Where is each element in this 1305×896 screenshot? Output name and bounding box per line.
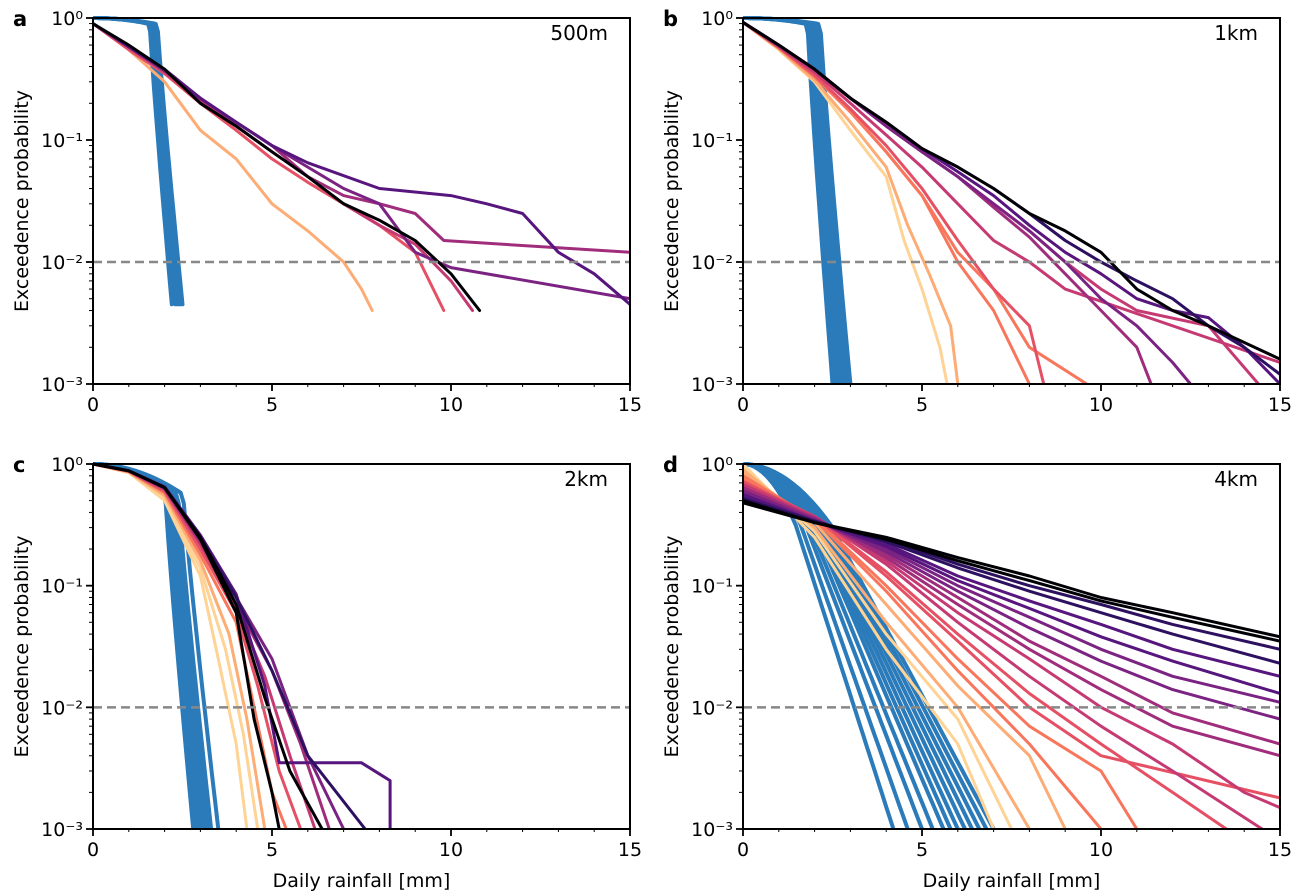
y-axis-label: Exceedence probability xyxy=(661,90,683,312)
x-tick-label: 10 xyxy=(439,839,463,861)
y-tick-label: 10⁰ xyxy=(51,8,83,30)
reference-curve xyxy=(743,462,996,829)
x-tick-label: 15 xyxy=(618,839,642,861)
panel-letter: d xyxy=(663,453,678,477)
axes-frame xyxy=(92,17,631,385)
plot-area xyxy=(93,462,392,829)
y-tick-label: 10⁻¹ xyxy=(691,576,733,598)
x-tick-label: 5 xyxy=(916,839,928,861)
resolution-label: 500m xyxy=(550,21,608,45)
x-tick-label: 0 xyxy=(87,839,99,861)
resolution-label: 1km xyxy=(1214,21,1258,45)
axes-frame xyxy=(92,463,631,830)
panel-letter: b xyxy=(663,7,678,31)
x-axis-label: Daily rainfall [mm] xyxy=(923,870,1101,892)
plot-area xyxy=(743,462,1280,829)
y-tick-label: 10⁻² xyxy=(41,252,83,274)
x-tick-label: 15 xyxy=(1268,394,1292,416)
y-tick-label: 10⁻¹ xyxy=(41,130,83,152)
y-tick-label: 10⁻³ xyxy=(41,819,83,841)
x-tick-label: 10 xyxy=(439,394,463,416)
reference-curve xyxy=(743,462,935,829)
x-tick-label: 0 xyxy=(737,839,749,861)
y-tick-label: 10⁰ xyxy=(701,8,733,30)
resolution-label: 2km xyxy=(564,467,608,491)
y-axis-label: Exceedence probability xyxy=(661,535,683,757)
y-tick-label: 10⁻² xyxy=(691,252,733,274)
y-tick-label: 10⁻³ xyxy=(691,819,733,841)
plot-area xyxy=(93,16,630,312)
series-line xyxy=(743,20,1280,364)
y-tick-label: 10⁰ xyxy=(51,454,83,476)
y-tick-label: 10⁻¹ xyxy=(41,576,83,598)
x-tick-label: 0 xyxy=(737,394,749,416)
x-tick-label: 5 xyxy=(266,839,278,861)
panel-b: 0 5 10 15 10⁰ 10⁻¹ 10⁻² 10⁻³ Exceedence probabil… xyxy=(661,7,1292,416)
y-tick-label: 10⁻³ xyxy=(691,374,733,396)
x-tick-label: 10 xyxy=(1089,394,1113,416)
y-tick-label: 10⁻³ xyxy=(41,374,83,396)
y-axis-label: Exceedence probability xyxy=(11,90,33,312)
y-tick-label: 10⁻² xyxy=(41,697,83,719)
series-line xyxy=(93,22,374,312)
x-axis-label: Daily rainfall [mm] xyxy=(273,870,451,892)
series-line xyxy=(93,462,367,829)
x-tick-label: 5 xyxy=(266,394,278,416)
axes-frame xyxy=(742,463,1281,830)
x-tick-label: 15 xyxy=(1268,839,1292,861)
series-line xyxy=(743,501,1280,639)
y-tick-label: 10⁻¹ xyxy=(691,130,733,152)
reference-curve xyxy=(93,462,221,829)
panel-a: 0 5 10 15 10⁰ 10⁻¹ 10⁻² 10⁻³ Exceedence probabil… xyxy=(11,7,642,416)
series-line xyxy=(743,20,1153,384)
series-line xyxy=(93,462,346,829)
y-tick-label: 10⁰ xyxy=(701,454,733,476)
x-tick-label: 0 xyxy=(87,394,99,416)
series-line xyxy=(93,22,446,312)
series-line xyxy=(93,22,482,312)
plot-area xyxy=(743,16,1280,384)
axes-frame xyxy=(742,17,1281,385)
panel-letter: a xyxy=(13,7,27,31)
series-line xyxy=(743,20,1280,361)
x-tick-label: 10 xyxy=(1089,839,1113,861)
x-tick-label: 5 xyxy=(916,394,928,416)
resolution-label: 4km xyxy=(1214,467,1258,491)
x-tick-label: 15 xyxy=(618,394,642,416)
y-axis-label: Exceedence probability xyxy=(11,535,33,757)
series-line xyxy=(743,20,1089,384)
series-line xyxy=(93,462,324,829)
panel-c: 0 5 10 15 10⁰ 10⁻¹ 10⁻² 10⁻³ Exceedence probabil… xyxy=(11,453,642,892)
panel-letter: c xyxy=(13,453,25,477)
y-tick-label: 10⁻² xyxy=(691,697,733,719)
panel-d: 0 5 10 15 10⁰ 10⁻¹ 10⁻² 10⁻³ Exceedence probabil… xyxy=(661,453,1292,892)
